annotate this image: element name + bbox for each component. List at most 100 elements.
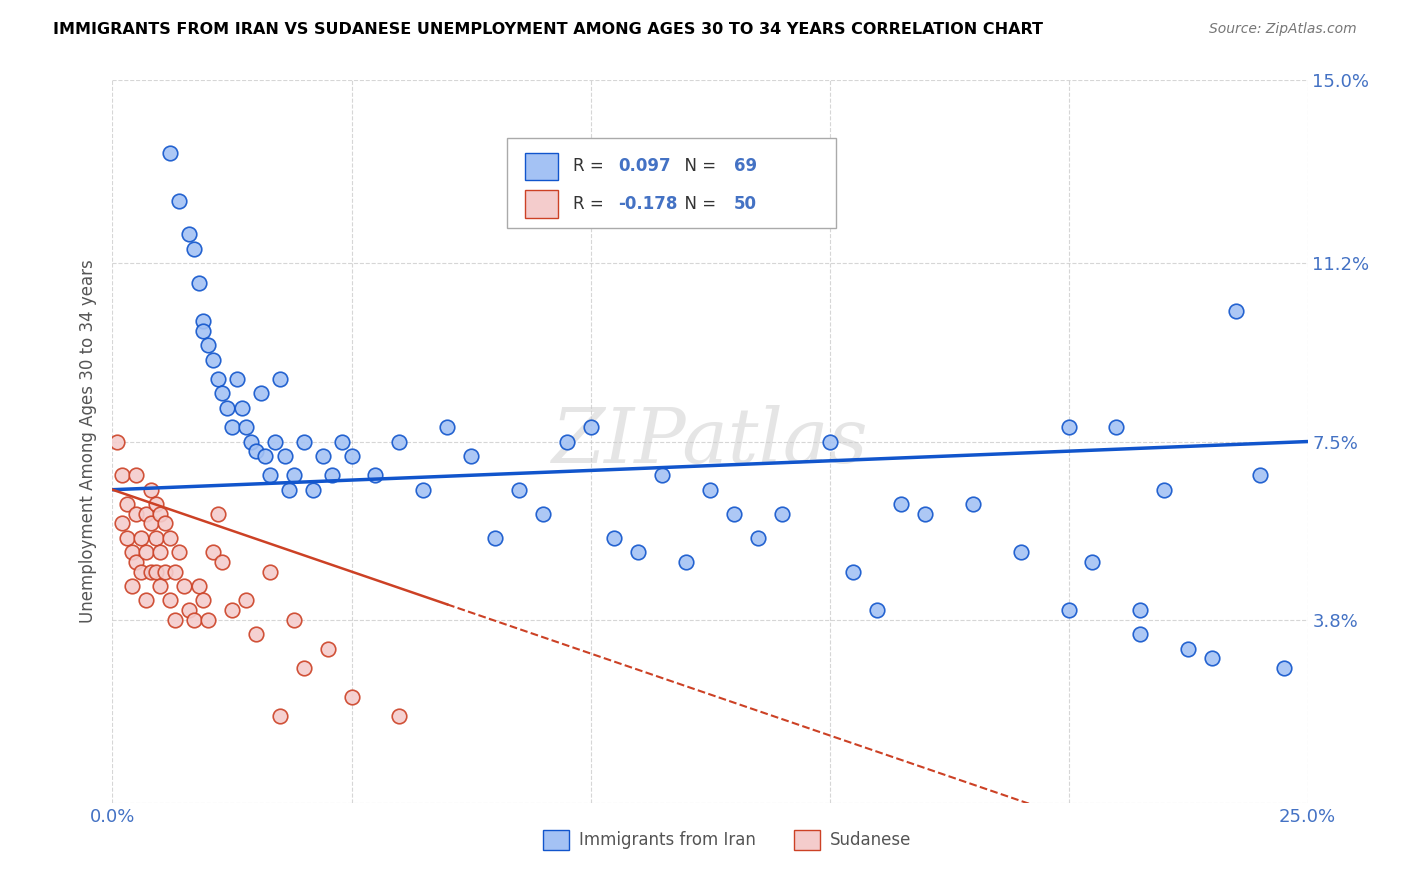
Point xyxy=(249,386,271,401)
Point xyxy=(316,641,339,656)
Point xyxy=(135,545,157,559)
Point xyxy=(187,579,209,593)
Point xyxy=(221,603,243,617)
Point xyxy=(139,483,162,497)
Point xyxy=(651,468,673,483)
Point xyxy=(149,545,172,559)
Point xyxy=(125,507,148,521)
Point xyxy=(207,507,229,521)
Point xyxy=(269,372,291,386)
Point xyxy=(231,401,253,415)
Point xyxy=(1225,304,1247,318)
Text: 69: 69 xyxy=(734,157,756,175)
Bar xyxy=(793,830,820,850)
Point xyxy=(818,434,841,449)
Point xyxy=(139,565,162,579)
Point xyxy=(177,227,200,242)
Point xyxy=(121,545,143,559)
Point xyxy=(235,593,257,607)
Point xyxy=(412,483,434,497)
Point xyxy=(273,449,295,463)
Point xyxy=(1129,603,1152,617)
Point xyxy=(125,468,148,483)
Point xyxy=(240,434,263,449)
Point xyxy=(627,545,650,559)
Point xyxy=(159,531,181,545)
Point xyxy=(183,242,205,256)
Point xyxy=(292,434,315,449)
Point xyxy=(283,468,305,483)
Point xyxy=(211,555,233,569)
Point xyxy=(259,565,281,579)
Point xyxy=(197,613,219,627)
Point xyxy=(1249,468,1271,483)
Point xyxy=(207,372,229,386)
Point xyxy=(245,444,267,458)
Point xyxy=(770,507,793,521)
Point xyxy=(842,565,865,579)
Point xyxy=(388,709,411,723)
Point xyxy=(269,709,291,723)
Text: Immigrants from Iran: Immigrants from Iran xyxy=(579,831,755,849)
Text: R =: R = xyxy=(572,194,609,213)
Point xyxy=(193,314,215,328)
Point xyxy=(321,468,343,483)
Point xyxy=(264,434,287,449)
Text: R =: R = xyxy=(572,157,609,175)
Point xyxy=(283,613,305,627)
Point xyxy=(1272,661,1295,675)
Point xyxy=(340,690,363,704)
Point xyxy=(460,449,482,463)
Point xyxy=(145,565,167,579)
Point xyxy=(890,497,912,511)
Point xyxy=(183,613,205,627)
Point xyxy=(675,555,697,569)
Text: ZIPatlas: ZIPatlas xyxy=(551,405,869,478)
Bar xyxy=(524,153,558,180)
Point xyxy=(962,497,984,511)
Point xyxy=(159,145,181,160)
Text: Sudanese: Sudanese xyxy=(830,831,911,849)
Point xyxy=(201,545,224,559)
Point xyxy=(129,531,152,545)
Point xyxy=(225,372,247,386)
Point xyxy=(111,468,134,483)
Point xyxy=(723,507,745,521)
Point xyxy=(866,603,889,617)
Point xyxy=(1081,555,1104,569)
Point xyxy=(163,613,186,627)
Point xyxy=(145,497,167,511)
Point xyxy=(145,531,167,545)
Point xyxy=(1129,627,1152,641)
Point xyxy=(153,516,176,531)
Point xyxy=(555,434,578,449)
Point xyxy=(193,324,215,338)
Text: N =: N = xyxy=(675,194,721,213)
Point xyxy=(149,579,172,593)
Point xyxy=(111,516,134,531)
Point xyxy=(1057,420,1080,434)
Point xyxy=(187,276,209,290)
Point xyxy=(340,449,363,463)
Point xyxy=(259,468,281,483)
Point xyxy=(201,352,224,367)
Bar xyxy=(543,830,569,850)
Point xyxy=(292,661,315,675)
Point xyxy=(235,420,257,434)
Text: IMMIGRANTS FROM IRAN VS SUDANESE UNEMPLOYMENT AMONG AGES 30 TO 34 YEARS CORRELAT: IMMIGRANTS FROM IRAN VS SUDANESE UNEMPLO… xyxy=(53,22,1043,37)
Point xyxy=(245,627,267,641)
Point xyxy=(135,593,157,607)
Point xyxy=(699,483,721,497)
Text: 0.097: 0.097 xyxy=(619,157,671,175)
Point xyxy=(121,579,143,593)
Point xyxy=(1201,651,1223,665)
Point xyxy=(364,468,387,483)
Text: N =: N = xyxy=(675,157,721,175)
Point xyxy=(330,434,353,449)
Point xyxy=(914,507,936,521)
Point xyxy=(211,386,233,401)
Text: -0.178: -0.178 xyxy=(619,194,678,213)
Point xyxy=(105,434,128,449)
Point xyxy=(217,401,239,415)
Point xyxy=(747,531,769,545)
